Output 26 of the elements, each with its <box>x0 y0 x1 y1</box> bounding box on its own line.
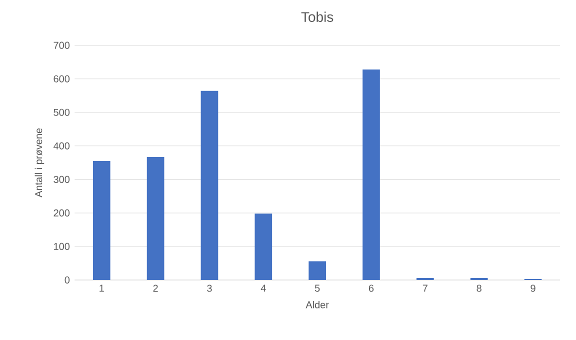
bar <box>308 261 326 280</box>
x-tick-label: 7 <box>422 284 428 292</box>
x-tick-label: 5 <box>314 284 320 292</box>
y-tick-label: 700 <box>54 42 70 49</box>
y-tick-label: 100 <box>54 242 70 250</box>
y-axis-title: Antall i prøvene <box>34 128 44 198</box>
x-tick-label: 1 <box>100 284 104 292</box>
bar <box>362 69 380 280</box>
bar <box>200 90 218 280</box>
chart-title: Tobis <box>301 12 334 22</box>
y-tick-label: 400 <box>54 142 70 150</box>
x-tick-label: 3 <box>207 284 212 292</box>
bar <box>146 156 164 280</box>
y-tick-label: 0 <box>64 276 70 284</box>
x-tick-label: 9 <box>530 284 536 292</box>
bar <box>254 214 272 280</box>
x-tick-label: 8 <box>476 284 482 292</box>
y-tick-label: 600 <box>54 75 70 82</box>
x-axis-title: Alder <box>306 300 329 308</box>
x-tick-label: 6 <box>368 284 374 292</box>
x-tick-label: 4 <box>260 284 266 292</box>
bar <box>92 160 110 280</box>
y-tick-label: 500 <box>54 108 70 116</box>
y-tick-label: 300 <box>54 176 70 183</box>
x-tick-label: 2 <box>153 284 158 292</box>
y-tick-label: 200 <box>54 209 70 217</box>
